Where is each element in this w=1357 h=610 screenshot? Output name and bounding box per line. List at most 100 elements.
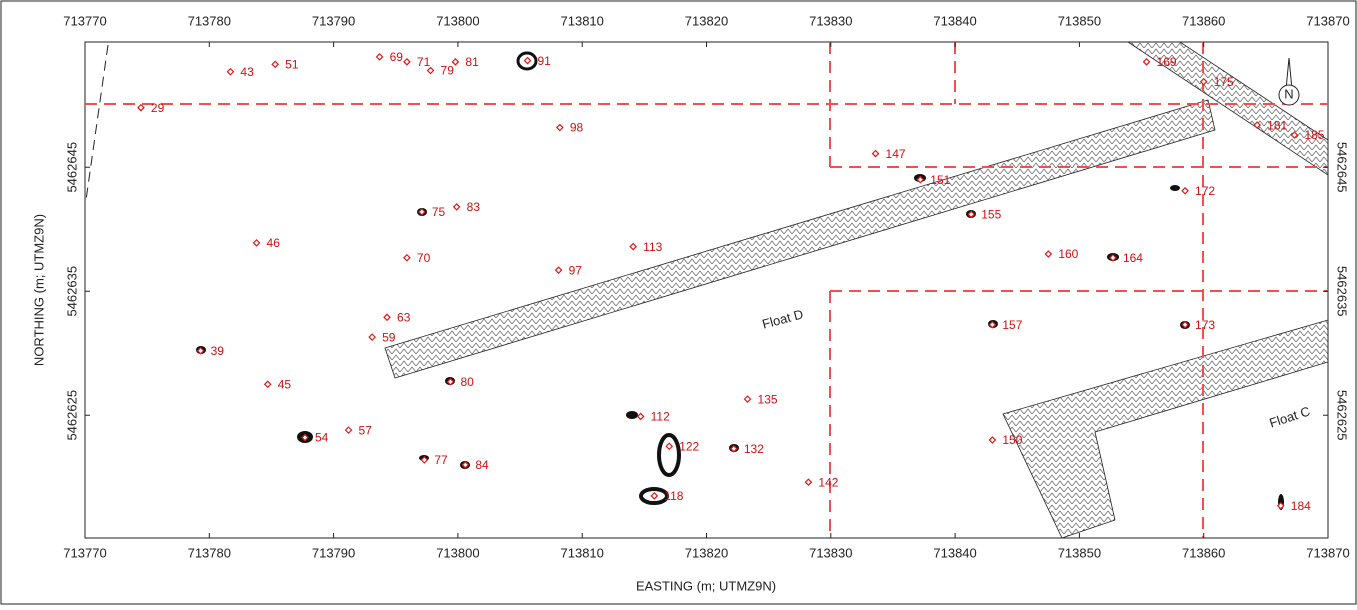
target-label: 97 [569, 263, 583, 277]
target-marker [1044, 250, 1053, 258]
target-label: 160 [1058, 247, 1078, 261]
target-marker [1253, 121, 1261, 129]
target-label: 43 [240, 65, 254, 79]
target-label: 164 [1123, 251, 1143, 265]
target-marker [1109, 253, 1117, 262]
target-marker [403, 253, 411, 262]
target-marker [988, 320, 997, 329]
target-marker [263, 380, 272, 389]
target-marker [344, 426, 353, 434]
target-label: 84 [475, 458, 489, 472]
target-marker [967, 210, 976, 219]
target-label: 77 [434, 453, 448, 467]
north-label: N [1284, 86, 1293, 101]
x-tick-label: 713790 [312, 13, 355, 28]
x-tick-label: 713780 [188, 13, 231, 28]
target-marker [446, 377, 455, 386]
target-marker [451, 57, 460, 66]
target-label: 181 [1267, 118, 1287, 132]
x-tick-label: 713770 [63, 545, 106, 560]
target-marker [523, 56, 532, 65]
target-marker [271, 60, 280, 69]
target-label: 132 [744, 442, 764, 456]
target-label: 118 [664, 489, 683, 503]
target-label: 70 [417, 251, 431, 265]
x-tick-label: 713830 [809, 13, 852, 28]
target-marker [804, 478, 813, 487]
x-tick-label: 713860 [1182, 545, 1225, 560]
target-label: 46 [267, 236, 281, 250]
target-marker [1181, 320, 1189, 329]
target-marker [650, 491, 659, 500]
target-label: 69 [390, 50, 404, 64]
target-label: 175 [1214, 75, 1234, 89]
target-label: 112 [651, 410, 670, 424]
target-marker [554, 266, 563, 275]
target-label: 172 [1195, 184, 1215, 198]
x-tick-label: 713850 [1058, 13, 1101, 28]
target-label: 173 [1195, 318, 1215, 332]
y-tick-label: 5462645 [1335, 142, 1350, 193]
x-tick-label: 713810 [561, 545, 604, 560]
shoreline [85, 44, 109, 201]
target-marker [403, 57, 411, 66]
x-tick-label: 713830 [809, 545, 852, 560]
target-label: 147 [886, 147, 906, 161]
grid-cells [85, 42, 1328, 538]
target-marker [418, 208, 426, 216]
x-tick-label: 713820 [685, 545, 728, 560]
target-marker [743, 395, 752, 403]
y-tick-label: 5462635 [1335, 266, 1350, 317]
target-marker [1276, 501, 1285, 510]
x-axis-title: EASTING (m; UTMZ9N) [636, 578, 776, 593]
target-marker [461, 460, 470, 469]
x-tick-label: 713800 [436, 13, 479, 28]
target-label: 169 [1157, 55, 1177, 69]
target-label: 51 [285, 57, 299, 71]
target-label: 75 [432, 205, 446, 219]
target-label: 57 [359, 423, 373, 437]
x-tick-label: 713780 [188, 545, 231, 560]
target-marker [629, 242, 638, 251]
target-label: 54 [315, 431, 329, 445]
target-marker [1142, 57, 1151, 66]
target-label: 29 [151, 101, 165, 115]
y-tick-label: 5462635 [64, 266, 79, 317]
target-label: 122 [679, 439, 699, 453]
x-tick-label: 713860 [1182, 13, 1225, 28]
y-axis-title: NORTHING (m; UTMZ9N) [31, 214, 46, 366]
target-label: 157 [1002, 318, 1022, 332]
target-marker [301, 433, 309, 442]
y-tick-label: 5462625 [1335, 390, 1350, 441]
target-marker [420, 456, 429, 464]
target-label: 113 [643, 240, 662, 254]
target-marker [226, 67, 235, 76]
x-tick-label: 713850 [1058, 545, 1101, 560]
target-marker [1290, 131, 1299, 139]
x-tick-label: 713770 [63, 13, 106, 28]
target-marker [916, 175, 925, 184]
target-marker [1199, 77, 1208, 86]
target-marker [988, 436, 997, 444]
target-label: 135 [758, 392, 778, 406]
target-label: 142 [818, 475, 838, 489]
target-label: 151 [930, 173, 950, 187]
target-marker [196, 346, 205, 355]
north-arrow [1278, 57, 1300, 106]
target-label: 81 [465, 55, 479, 69]
x-tick-label: 713870 [1306, 545, 1349, 560]
target-marker [452, 203, 461, 211]
target-label: 184 [1291, 499, 1311, 513]
target-label: 45 [278, 377, 292, 391]
target-marker [137, 103, 145, 112]
target-marker [252, 239, 261, 247]
target-label: 91 [538, 54, 552, 68]
x-tick-label: 713870 [1306, 13, 1349, 28]
target-label: 185 [1304, 128, 1324, 142]
target-label: 80 [460, 375, 474, 389]
x-tick-label: 713840 [933, 13, 976, 28]
target-marker [375, 53, 384, 61]
